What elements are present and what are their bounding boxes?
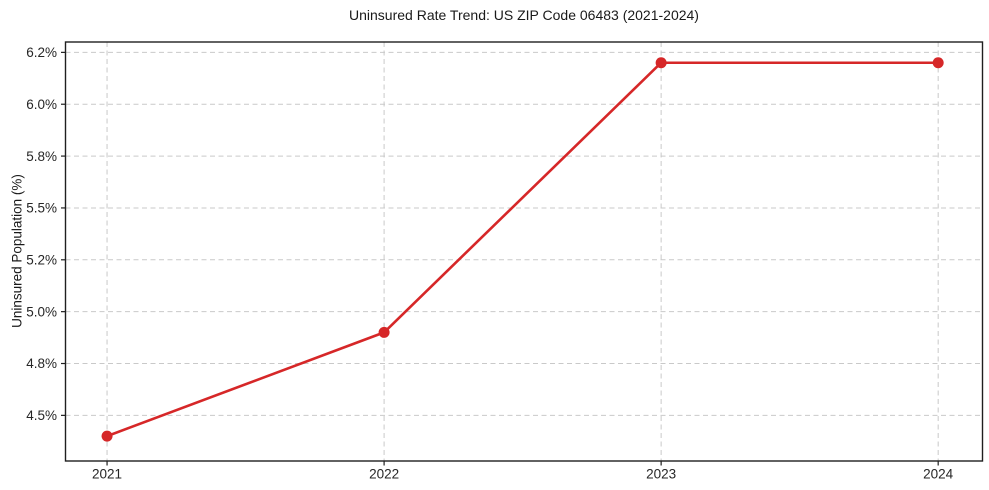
chart-title: Uninsured Rate Trend: US ZIP Code 06483 … bbox=[349, 7, 699, 23]
y-tick-label: 6.2% bbox=[26, 45, 57, 60]
trend-line bbox=[105, 61, 940, 438]
y-tick-label: 4.5% bbox=[26, 408, 57, 423]
data-point-2023 bbox=[655, 57, 667, 69]
plot-border bbox=[64, 41, 984, 462]
y-tick-label: 5.5% bbox=[26, 201, 57, 216]
data-point-2021 bbox=[101, 430, 113, 442]
x-tick-label: 2024 bbox=[923, 467, 954, 482]
y-tick-label: 4.8% bbox=[26, 356, 57, 371]
data-point-2024 bbox=[932, 57, 944, 69]
data-point-2022 bbox=[378, 326, 390, 338]
x-tick-label: 2021 bbox=[92, 467, 122, 482]
y-tick-label: 5.8% bbox=[26, 149, 57, 164]
y-tick-label: 6.0% bbox=[26, 97, 57, 112]
y-tick-label: 5.2% bbox=[26, 252, 57, 267]
x-tick-label: 2023 bbox=[646, 467, 676, 482]
x-tick-label: 2022 bbox=[369, 467, 399, 482]
y-tick-label: 5.0% bbox=[26, 304, 57, 319]
